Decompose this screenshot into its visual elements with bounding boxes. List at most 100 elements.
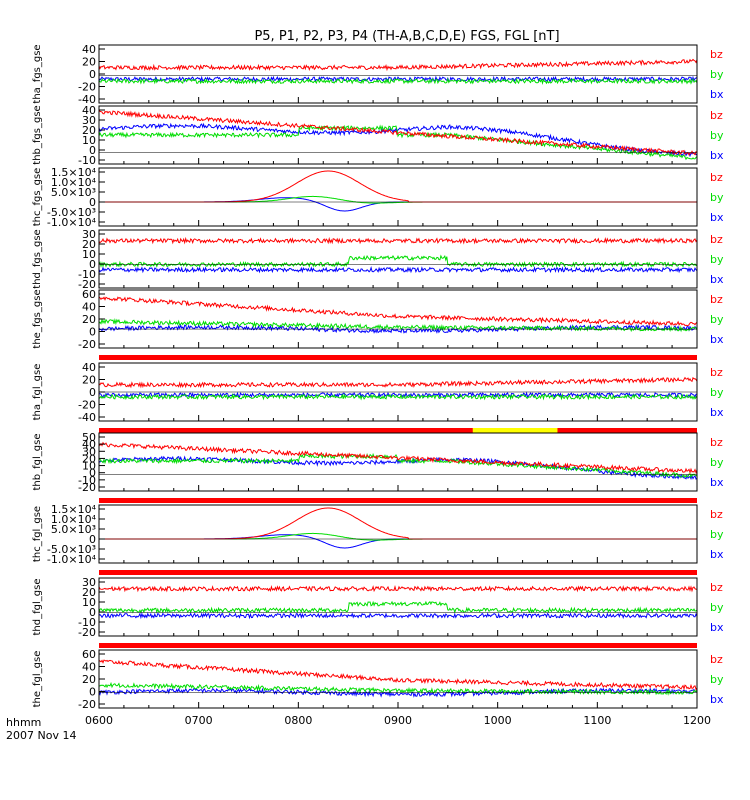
y-tick-label: 0	[89, 533, 96, 546]
series-bz-thb_fgl_gse	[98, 441, 698, 475]
y-tick-label: -5.0×10³	[47, 206, 96, 219]
y-tick-label: 1.0×10⁴	[51, 513, 97, 526]
series-bz-thd_fgs_gse	[98, 236, 698, 245]
y-tick-label: -20	[78, 278, 96, 291]
y-tick-label: 10	[82, 248, 96, 261]
y-tick-label: 5.0×10³	[51, 186, 96, 199]
y-tick-label: 1.0×10⁴	[51, 176, 97, 189]
series-by-tha_fgs_gse	[98, 77, 698, 85]
plot-title: P5, P1, P2, P3, P4 (TH-A,B,C,D,E) FGS, F…	[254, 29, 559, 44]
x-tick-label: 1100	[583, 714, 611, 727]
y-tick-label: 20	[82, 238, 96, 251]
y-tick-label: -20	[78, 698, 96, 711]
legend-bx: bx	[710, 476, 724, 489]
y-axis-label: thc_fgs_gse	[32, 168, 43, 227]
series-bz-tha_fgs_gse	[98, 58, 698, 72]
series-by-thd_fgs_gse	[98, 254, 698, 269]
x-tick-label: 0600	[85, 714, 113, 727]
legend-bx: bx	[710, 333, 724, 346]
x-tick-label: 1200	[683, 714, 711, 727]
series-bz-thd_fgl_gse	[98, 584, 697, 593]
y-tick-label: 10	[82, 134, 96, 147]
series-bz-thb_fgs_gse	[98, 109, 698, 156]
legend-bx: bx	[710, 693, 724, 706]
legend-by: by	[710, 601, 724, 614]
y-tick-label: 60	[82, 288, 96, 301]
y-tick-label: 30	[82, 228, 96, 241]
y-tick-label: 0	[89, 686, 96, 699]
panel-frame	[98, 649, 698, 709]
y-tick-label: 10	[82, 460, 96, 473]
y-tick-label: 40	[82, 361, 96, 374]
y-tick-label: -5.0×10³	[47, 543, 96, 556]
y-tick-label: 20	[82, 586, 96, 599]
y-tick-label: -20	[78, 626, 96, 639]
status-bar-yellow	[472, 428, 558, 433]
y-tick-label: -20	[78, 399, 96, 412]
x-tick-label: 0800	[284, 714, 312, 727]
legend-bx: bx	[710, 273, 724, 286]
y-tick-label: -20	[78, 481, 96, 494]
y-axis-label: thc_fgl_gse	[32, 506, 43, 562]
series-by-thb_fgl_gse	[98, 452, 698, 479]
legend-bx: bx	[710, 548, 724, 561]
y-tick-label: 20	[82, 673, 96, 686]
y-tick-label: -20	[78, 338, 96, 351]
status-bar	[99, 643, 697, 648]
y-tick-label: -10	[78, 268, 96, 281]
series-bx-thd_fgl_gse	[98, 611, 698, 620]
legend-by: by	[710, 313, 724, 326]
legend-bx: bx	[710, 406, 724, 419]
series-bz-thc_fgs_gse	[99, 170, 697, 203]
legend-by: by	[710, 68, 724, 81]
x-tick-label: 0900	[384, 714, 412, 727]
legend-bx: bx	[710, 211, 724, 224]
legend-by: by	[710, 673, 724, 686]
y-tick-label: 60	[82, 648, 96, 661]
y-tick-label: 0	[89, 68, 96, 81]
y-tick-label: 20	[82, 313, 96, 326]
y-tick-label: -20	[78, 81, 96, 94]
legend-by: by	[710, 386, 724, 399]
series-bz-the_fgl_gse	[98, 659, 698, 691]
series-bx-tha_fgs_gse	[98, 75, 698, 84]
y-tick-label: 40	[82, 301, 96, 314]
legend-bz: bz	[710, 48, 723, 61]
x-tick-label: 1000	[484, 714, 512, 727]
y-axis-label: tha_fgl_gse	[32, 364, 43, 421]
time-axis: 0600 0700 0800 0900 1000 1100 1200	[85, 714, 711, 727]
y-tick-label: 0	[89, 258, 96, 271]
y-tick-label: 40	[82, 438, 96, 451]
y-tick-label: 0	[89, 144, 96, 157]
series-by-the_fgl_gse	[99, 681, 698, 696]
y-tick-label: 40	[82, 661, 96, 674]
y-tick-label: 40	[82, 43, 96, 56]
y-tick-label: 5.0×10³	[51, 523, 96, 536]
status-bar	[99, 570, 697, 575]
status-bar	[99, 428, 697, 433]
y-tick-label: 10	[82, 596, 96, 609]
y-tick-label: -10	[78, 474, 96, 487]
status-bar	[99, 355, 697, 360]
legend-bz: bz	[710, 171, 723, 184]
legend-by: by	[710, 456, 724, 469]
series-bx-tha_fgl_gse	[98, 391, 698, 399]
legend-by: by	[710, 129, 724, 142]
y-axis-label: the_fgs_gse	[32, 289, 43, 348]
y-tick-label: -40	[78, 93, 96, 106]
y-tick-label: 0	[89, 196, 96, 209]
legend-bz: bz	[710, 508, 723, 521]
series-bx-thd_fgs_gse	[98, 265, 698, 274]
panel-frame	[98, 44, 698, 104]
panel-frame	[98, 504, 698, 564]
y-axis-label: thd_fgs_gse	[32, 229, 43, 288]
